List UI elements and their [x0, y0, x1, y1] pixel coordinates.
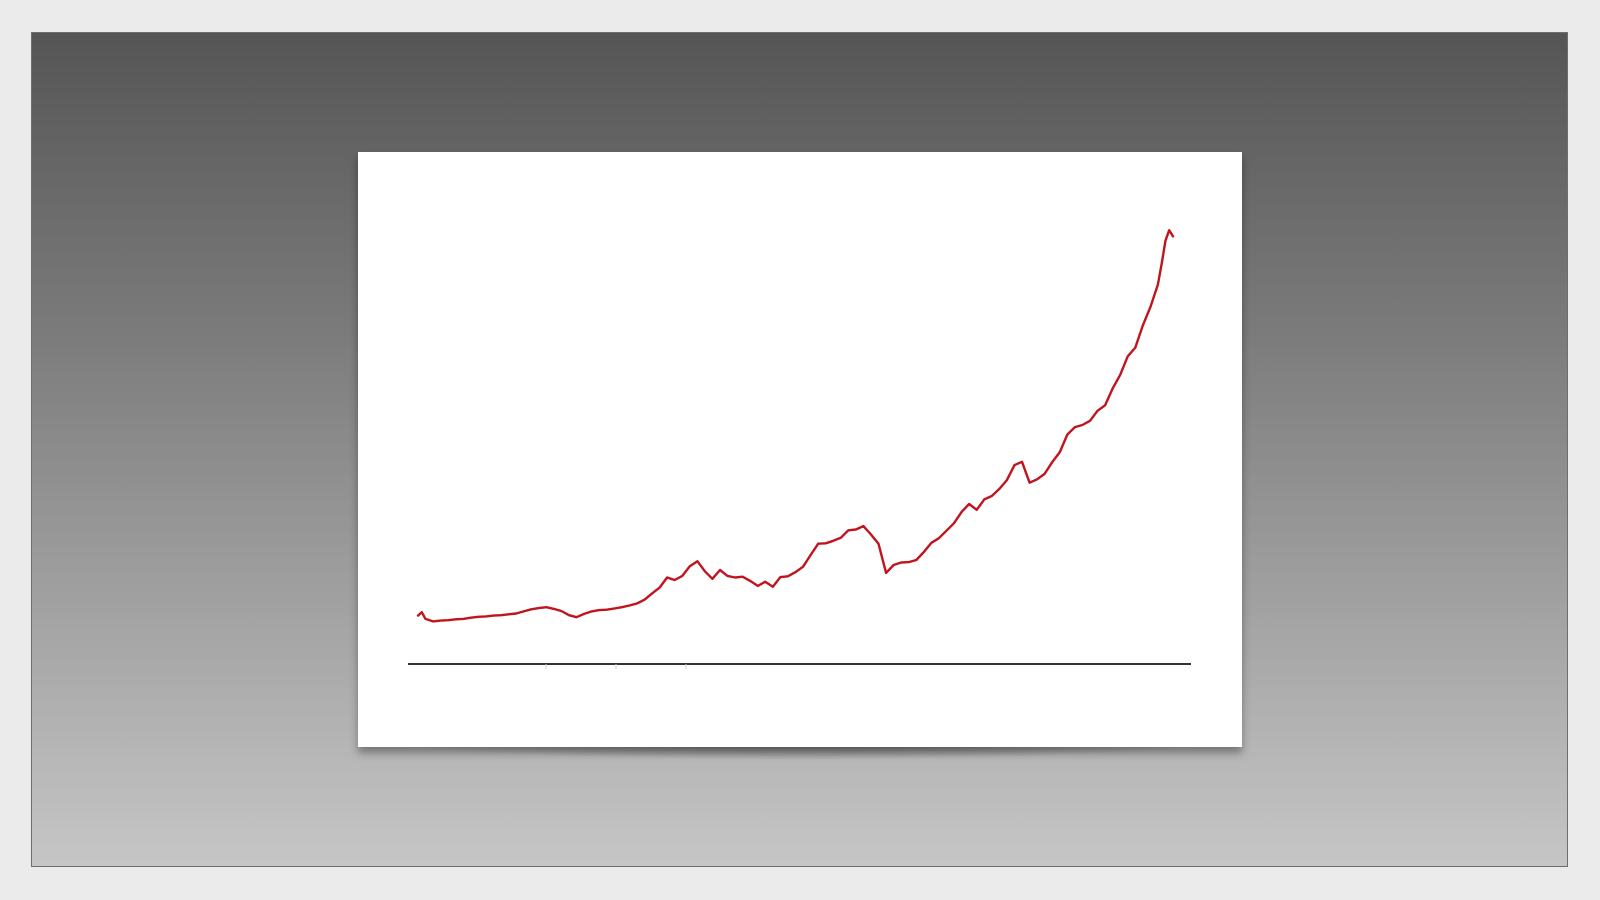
line-chart: [408, 229, 1191, 669]
chart-card: [358, 152, 1242, 747]
series-line: [416, 229, 1175, 623]
